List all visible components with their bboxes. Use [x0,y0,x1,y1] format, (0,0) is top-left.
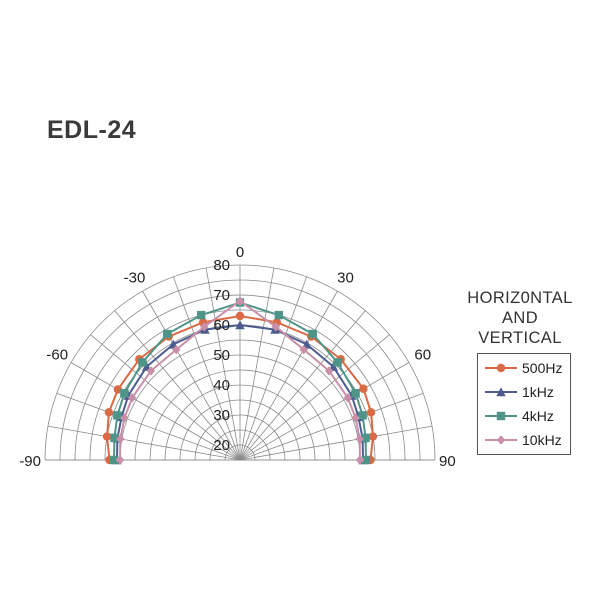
legend-item-500hz: 500Hz [478,357,570,379]
radial-tick-label: 30 [213,407,230,424]
grid-spoke [172,276,241,461]
radial-tick-label: 40 [213,377,230,394]
legend-item-4khz: 4kHz [478,405,570,427]
legend-item-10khz: 10kHz [478,429,570,451]
grid-spoke [114,310,241,461]
angle-tick-label: 60 [414,347,431,364]
legend-heading-line: AND [501,309,539,327]
data-point-4khz [120,389,129,398]
data-point-4khz [361,433,370,443]
data-point-4khz [113,411,122,420]
legend-item-1khz: 1kHz [478,381,570,403]
grid-spoke [239,362,410,461]
radial-tick-label: 20 [213,437,230,454]
angle-tick-label: -90 [19,453,41,470]
angle-tick-label: -30 [124,269,146,286]
data-point-10khz [120,413,129,423]
data-point-10khz [115,455,125,465]
data-point-10khz [351,413,360,423]
data-point-500hz [366,408,376,417]
data-point-10khz [116,434,125,444]
data-point-4khz [163,329,172,339]
grid-spoke [205,267,241,461]
grid-spoke [239,334,390,461]
legend-swatch-10khz [485,435,517,445]
data-point-10khz [200,322,209,332]
data-point-10khz [343,393,353,403]
data-point-4khz [308,329,317,339]
legend-label: 4kHz [522,408,554,424]
angle-tick-label: -60 [46,347,68,364]
chart-title: EDL-24 [47,116,137,144]
legend-marker-500hz [496,363,506,373]
data-point-4khz [138,358,147,367]
series-10khz [115,296,365,465]
radial-tick-label: 60 [213,317,230,334]
grid-spoke [56,392,241,461]
grid-spoke [239,425,433,461]
grid-spoke [239,267,275,461]
data-point-10khz [146,366,156,376]
legend-label: 10kHz [522,432,562,448]
legend-marker-1khz [496,387,506,397]
angle-tick-label: 30 [337,269,354,286]
grid-spoke [239,310,366,461]
data-point-500hz [113,385,123,394]
data-point-500hz [104,408,114,417]
radial-tick-label: 70 [213,287,230,304]
data-point-10khz [299,344,308,355]
legend-label: 500Hz [522,360,563,376]
radial-tick-label: 80 [213,257,230,274]
data-point-10khz [355,455,365,465]
legend-label: 1kHz [522,384,554,400]
angle-tick-label: 90 [439,453,456,470]
grid-spoke [142,290,241,461]
legend-heading: HORIZ0NTAL AND VERTICAL [462,288,578,348]
legend-heading-line: HORIZ0NTAL [467,289,573,307]
data-point-4khz [274,310,284,320]
grid-spoke [90,334,241,461]
data-point-4khz [361,455,371,465]
legend-swatch-500hz [485,363,517,373]
data-point-500hz [368,432,378,441]
radial-tick-label: 50 [213,347,230,364]
legend-heading-line: VERTICAL [478,329,562,347]
legend-marker-10khz [496,435,506,445]
legend-marker-4khz [496,411,506,421]
series-layer [102,296,378,465]
data-point-500hz [235,311,245,321]
polar-grid [44,264,436,461]
data-point-10khz [355,434,364,444]
grid-spoke [47,425,241,461]
data-point-4khz [109,455,119,465]
angle-tick-label: 0 [236,244,244,261]
legend-swatch-4khz [485,411,517,421]
legend: 500Hz 1kHz 4kHz 10kHz [477,353,571,455]
grid-spoke [239,290,338,461]
grid-spoke [239,392,424,461]
data-point-10khz [172,344,181,355]
data-point-500hz [359,384,368,393]
data-point-4khz [110,433,119,443]
data-point-4khz [358,411,367,420]
data-point-10khz [271,322,280,332]
grid-spoke [70,362,241,461]
data-point-10khz [235,296,245,306]
axis-labels: -90 -60 -30 0 30 60 90 20 30 40 50 60 70 80 [19,244,455,470]
grid-spoke [239,276,308,461]
data-point-10khz [324,366,334,376]
data-point-1khz [235,320,245,330]
data-point-10khz [127,393,137,403]
legend-swatch-1khz [485,387,517,397]
data-point-4khz [196,310,206,320]
data-point-4khz [333,358,342,367]
data-point-500hz [102,432,112,441]
data-point-4khz [351,389,360,398]
